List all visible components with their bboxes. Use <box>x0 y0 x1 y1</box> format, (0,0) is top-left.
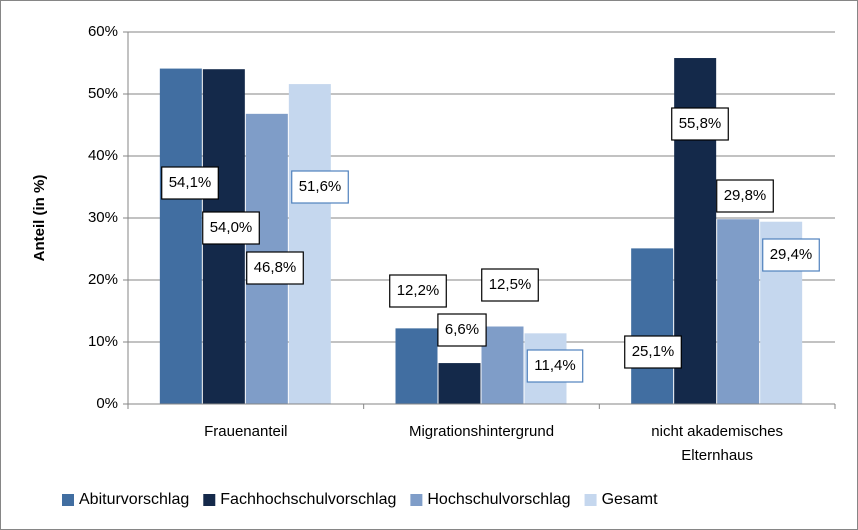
legend-label: Fachhochschulvorschlag <box>220 491 396 508</box>
data-label-box <box>762 238 820 272</box>
data-label-box <box>389 274 447 308</box>
y-tick-label: 0% <box>96 395 118 412</box>
data-label: 29,4% <box>770 246 813 263</box>
legend-label: Abiturvorschlag <box>79 491 189 508</box>
bar <box>159 68 202 404</box>
y-axis-label: Anteil (in %) <box>31 175 48 262</box>
data-label-box <box>291 170 349 204</box>
data-label-box <box>624 335 682 369</box>
bar <box>481 326 524 404</box>
legend-label: Hochschulvorschlag <box>427 491 570 508</box>
bar <box>717 219 760 404</box>
x-tick-label: Migrationshintergrund <box>409 423 554 440</box>
y-tick-label: 10% <box>88 333 118 350</box>
legend-swatch <box>410 494 423 506</box>
data-label-box <box>246 251 304 285</box>
y-tick-label: 30% <box>88 209 118 226</box>
legend-swatch <box>62 494 74 506</box>
data-label: 51,6% <box>299 178 342 195</box>
data-label: 25,1% <box>632 343 675 360</box>
data-label: 12,2% <box>397 282 440 299</box>
data-label: 6,6% <box>445 321 479 338</box>
data-label: 11,4% <box>534 357 575 374</box>
legend-swatch <box>584 494 597 506</box>
data-label-box <box>481 268 539 302</box>
y-tick-label: 20% <box>88 271 118 288</box>
x-tick-label: nicht akademisches Elternhaus <box>651 423 783 464</box>
legend-swatch <box>203 494 216 506</box>
data-label-box <box>526 349 584 383</box>
data-label: 54,0% <box>210 219 253 236</box>
y-tick-label: 40% <box>88 147 118 164</box>
data-label-box <box>202 211 260 245</box>
x-tick-label: Frauenanteil <box>204 423 287 440</box>
data-label: 29,8% <box>724 187 767 204</box>
data-label: 12,5% <box>489 276 532 293</box>
data-label-box <box>161 166 219 200</box>
bar <box>631 248 674 404</box>
data-label-box <box>671 107 729 141</box>
data-label: 46,8% <box>254 259 297 276</box>
data-label: 54,1% <box>169 174 212 191</box>
y-tick-label: 60% <box>88 23 118 40</box>
legend-label: Gesamt <box>602 491 659 508</box>
bar <box>288 84 331 404</box>
data-label-box <box>716 179 774 213</box>
bar <box>395 328 438 404</box>
bar <box>438 363 481 404</box>
y-tick-label: 50% <box>88 85 118 102</box>
data-label-box <box>437 313 487 347</box>
data-label: 55,8% <box>679 115 722 132</box>
